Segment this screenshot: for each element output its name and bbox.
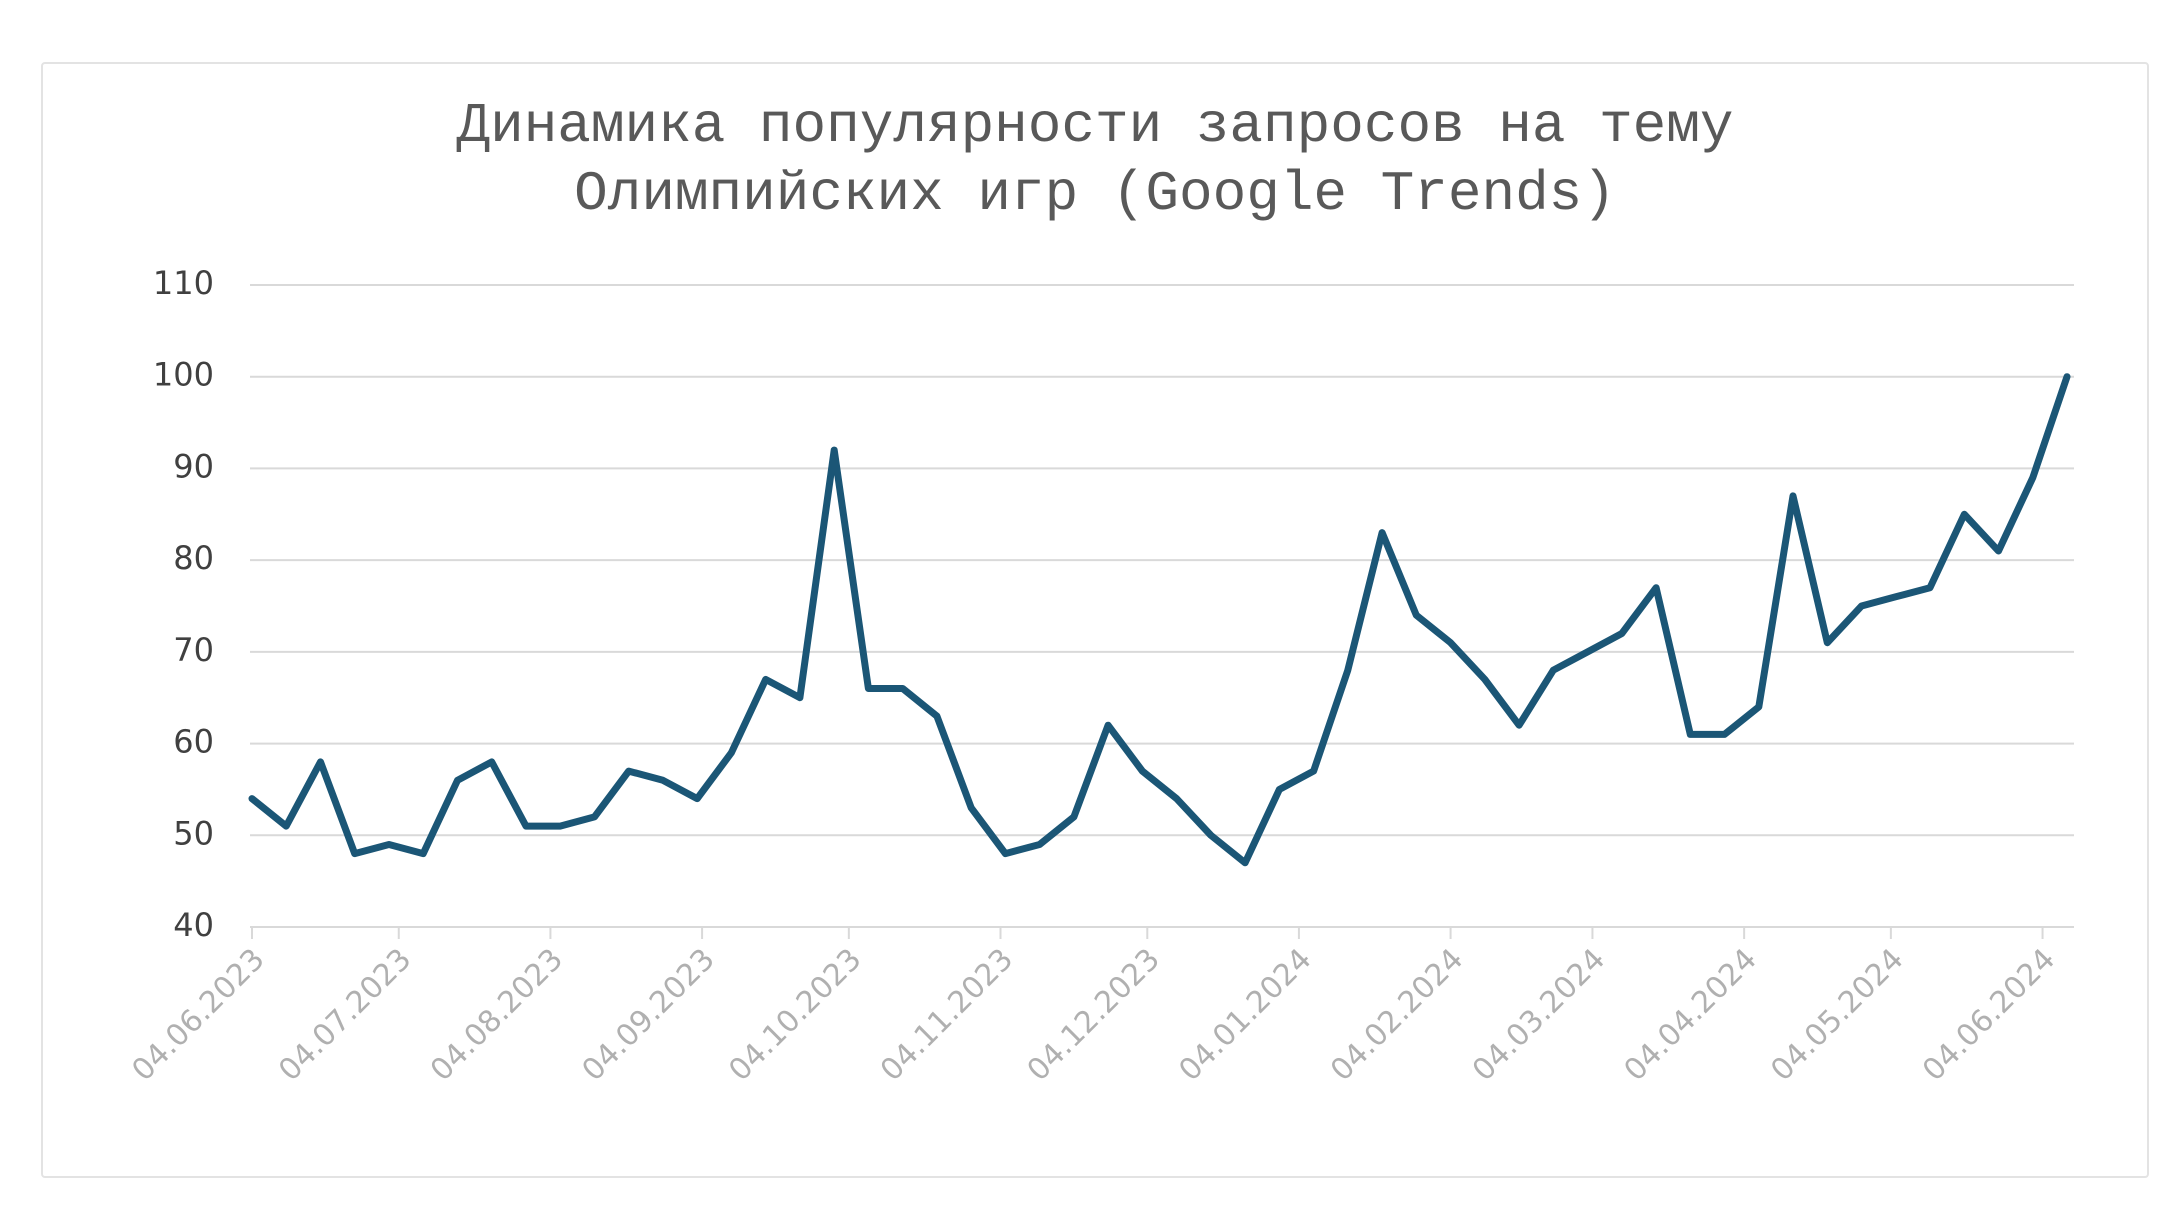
y-tick-label: 60: [173, 723, 214, 761]
x-tick-label: 04.04.2024: [1618, 942, 1764, 1088]
x-tick-label: 04.09.2023: [576, 942, 722, 1088]
y-tick-label: 40: [173, 906, 214, 944]
x-tick-label: 04.03.2024: [1466, 942, 1612, 1088]
y-tick-label: 110: [153, 264, 214, 302]
x-tick-label: 04.01.2024: [1172, 942, 1318, 1088]
y-tick-label: 80: [173, 539, 214, 577]
y-tick-label: 70: [173, 631, 214, 669]
y-tick-label: 90: [173, 447, 214, 485]
data-line: [248, 373, 2071, 867]
y-tick-label: 50: [173, 814, 214, 852]
x-tick-label: 04.10.2023: [722, 942, 868, 1088]
x-tick-label: 04.06.2024: [1916, 942, 2062, 1088]
x-tick-label: 04.11.2023: [874, 942, 1020, 1088]
chart-card: [41, 62, 2149, 1178]
chart-title: Динамика популярности запросов на тему О…: [456, 94, 1734, 226]
x-tick-label: 04.05.2024: [1764, 942, 1910, 1088]
y-tick-label: 100: [153, 356, 214, 394]
x-tick-label: 04.02.2024: [1324, 942, 1470, 1088]
x-tick-label: 04.07.2023: [272, 942, 418, 1088]
x-tick-label: 04.08.2023: [424, 942, 570, 1088]
x-tick-label: 04.12.2023: [1021, 942, 1167, 1088]
x-tick-label: 04.06.2023: [125, 942, 271, 1088]
